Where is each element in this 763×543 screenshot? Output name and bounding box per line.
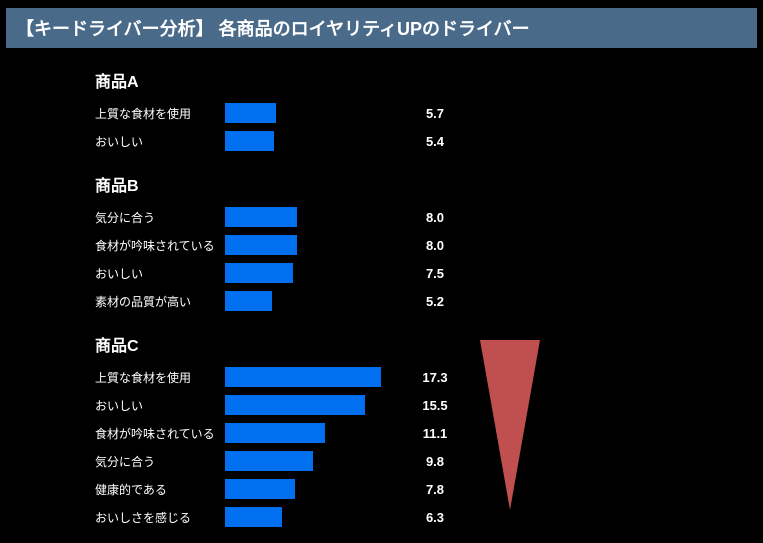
bar-row: 上質な食材を使用 17.3 bbox=[0, 364, 763, 390]
bar-value: 5.2 bbox=[405, 294, 465, 309]
bar-value: 15.5 bbox=[405, 398, 465, 413]
bar-cell bbox=[225, 263, 405, 283]
bar-fill bbox=[225, 367, 381, 387]
bar-fill bbox=[225, 263, 293, 283]
bar-value: 8.0 bbox=[405, 210, 465, 225]
bar-label: 素材の品質が高い bbox=[0, 293, 225, 310]
bar-row: 食材が吟味されている 8.0 bbox=[0, 232, 763, 258]
bar-cell bbox=[225, 395, 405, 415]
bar-value: 17.3 bbox=[405, 370, 465, 385]
bar-fill bbox=[225, 207, 297, 227]
bar-row: 上質な食材を使用 5.7 bbox=[0, 100, 763, 126]
bar-cell bbox=[225, 103, 405, 123]
bar-value: 6.3 bbox=[405, 510, 465, 525]
chart-area: 商品A上質な食材を使用5.7おいしい5.4商品B気分に合う8.0食材が吟味されて… bbox=[0, 48, 763, 530]
bar-row: 素材の品質が高い 5.2 bbox=[0, 288, 763, 314]
bar-row: おいしい 5.4 bbox=[0, 128, 763, 154]
bar-cell bbox=[225, 423, 405, 443]
product-title: 商品A bbox=[95, 68, 763, 92]
bar-value: 5.4 bbox=[405, 134, 465, 149]
bar-cell bbox=[225, 479, 405, 499]
bar-value: 5.7 bbox=[405, 106, 465, 121]
bar-fill bbox=[225, 423, 325, 443]
page-title: 【キードライバー分析】 各商品のロイヤリティUPのドライバー bbox=[6, 8, 757, 48]
bar-label: 食材が吟味されている bbox=[0, 237, 225, 254]
bar-row: おいしい 15.5 bbox=[0, 392, 763, 418]
bar-label: おいしさを感じる bbox=[0, 509, 225, 526]
bar-fill bbox=[225, 451, 313, 471]
bar-label: 気分に合う bbox=[0, 453, 225, 470]
product-title: 商品C bbox=[95, 332, 763, 356]
bar-row: 気分に合う 9.8 bbox=[0, 448, 763, 474]
product-title: 商品B bbox=[95, 172, 763, 196]
bar-row: 健康的である 7.8 bbox=[0, 476, 763, 502]
bar-cell bbox=[225, 507, 405, 527]
bar-value: 9.8 bbox=[405, 454, 465, 469]
bar-row: 食材が吟味されている 11.1 bbox=[0, 420, 763, 446]
bar-cell bbox=[225, 131, 405, 151]
bar-label: 気分に合う bbox=[0, 209, 225, 226]
bar-fill bbox=[225, 395, 365, 415]
product-block: 商品A 上質な食材を使用 5.7 おいしい 5.4 bbox=[0, 68, 763, 154]
bar-cell bbox=[225, 207, 405, 227]
bar-row: 気分に合う 8.0 bbox=[0, 204, 763, 230]
bar-label: おいしい bbox=[0, 397, 225, 414]
bar-fill bbox=[225, 291, 272, 311]
product-block: 商品C 上質な食材を使用 17.3 おいしい 15.5 食材が吟味されている 11.1 気分に… bbox=[0, 332, 763, 530]
bar-label: おいしい bbox=[0, 265, 225, 282]
bar-label: 上質な食材を使用 bbox=[0, 105, 225, 122]
bar-fill bbox=[225, 235, 297, 255]
bar-fill bbox=[225, 507, 282, 527]
bar-value: 7.8 bbox=[405, 482, 465, 497]
bar-value: 8.0 bbox=[405, 238, 465, 253]
bar-label: おいしい bbox=[0, 133, 225, 150]
bar-row: おいしさを感じる 6.3 bbox=[0, 504, 763, 530]
bar-cell bbox=[225, 291, 405, 311]
bar-label: 上質な食材を使用 bbox=[0, 369, 225, 386]
product-block: 商品B 気分に合う 8.0 食材が吟味されている 8.0 おいしい 7.5 素材の品質が高い 5… bbox=[0, 172, 763, 314]
bar-value: 7.5 bbox=[405, 266, 465, 281]
bar-fill bbox=[225, 103, 276, 123]
bar-cell bbox=[225, 367, 405, 387]
bar-cell bbox=[225, 235, 405, 255]
bar-label: 食材が吟味されている bbox=[0, 425, 225, 442]
bar-value: 11.1 bbox=[405, 426, 465, 441]
priority-triangle-icon bbox=[480, 340, 540, 510]
bar-fill bbox=[225, 479, 295, 499]
bar-fill bbox=[225, 131, 274, 151]
bar-row: おいしい 7.5 bbox=[0, 260, 763, 286]
bar-label: 健康的である bbox=[0, 481, 225, 498]
bar-cell bbox=[225, 451, 405, 471]
